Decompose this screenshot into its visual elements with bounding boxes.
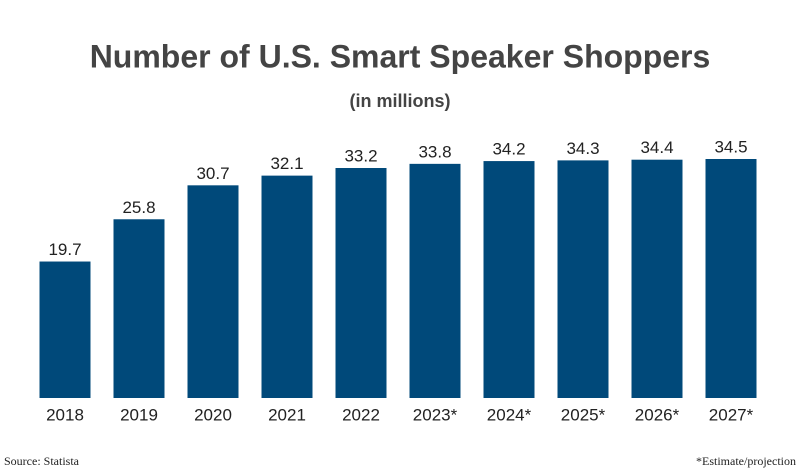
x-tick-label: 2022	[342, 405, 380, 424]
bar	[631, 159, 683, 398]
bar	[557, 160, 609, 398]
value-label: 30.7	[196, 164, 229, 183]
value-label: 34.2	[492, 140, 525, 159]
bar	[113, 219, 165, 398]
value-label: 33.8	[418, 142, 451, 161]
x-tick-label: 2018	[46, 405, 84, 424]
bar	[409, 163, 461, 398]
chart-subtitle: (in millions)	[350, 91, 451, 111]
x-tick-label: 2026*	[635, 405, 680, 424]
x-tick-label: 2023*	[413, 405, 458, 424]
x-tick-label: 2024*	[487, 405, 532, 424]
x-tick-label: 2027*	[709, 405, 754, 424]
x-tick-label: 2021	[268, 405, 306, 424]
value-label: 34.4	[640, 138, 673, 157]
bar	[187, 185, 239, 398]
x-tick-label: 2025*	[561, 405, 606, 424]
value-label: 33.2	[344, 146, 377, 165]
bar	[335, 168, 387, 398]
bar	[39, 261, 91, 398]
value-label: 32.1	[270, 154, 303, 173]
bar	[483, 161, 535, 398]
value-label: 34.3	[566, 139, 599, 158]
value-label: 19.7	[48, 240, 81, 259]
chart-title: Number of U.S. Smart Speaker Shoppers	[90, 38, 711, 74]
x-tick-label: 2019	[120, 405, 158, 424]
bar	[261, 175, 313, 398]
value-label: 34.5	[714, 137, 747, 156]
note: *Estimate/projection	[696, 454, 796, 468]
bar	[705, 159, 757, 398]
source: Source: Statista	[4, 454, 80, 468]
x-tick-label: 2020	[194, 405, 232, 424]
value-label: 25.8	[122, 198, 155, 217]
